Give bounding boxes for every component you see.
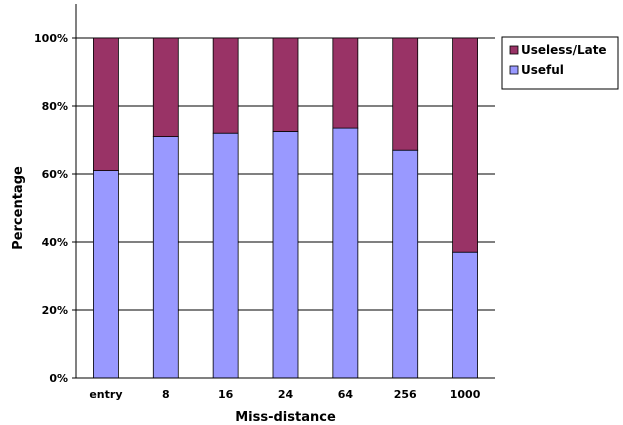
- bar-segment-useless-late: [272, 37, 299, 132]
- y-tick-label: 40%: [42, 236, 68, 249]
- x-axis-title: Miss-distance: [235, 410, 336, 425]
- bar-segment-useless-late: [212, 37, 239, 134]
- y-axis-title: Percentage: [11, 166, 26, 250]
- y-tick-label: 20%: [42, 304, 68, 317]
- y-tick-label: 80%: [42, 100, 68, 113]
- bars: [93, 37, 478, 379]
- x-tick-labels: entry 8 16 24 64 256 1000: [89, 388, 480, 401]
- legend-label: Useless/Late: [521, 43, 607, 57]
- bar-segment-useful: [452, 251, 478, 379]
- x-tick-label: entry: [89, 388, 122, 401]
- bar-segment-useless-late: [93, 37, 119, 172]
- bar-segment-useful: [93, 170, 119, 379]
- bar-segment-useful: [272, 131, 299, 379]
- y-tick-label: 100%: [34, 32, 68, 45]
- x-tick-label: 16: [218, 388, 234, 401]
- y-tick-label: 60%: [42, 168, 68, 181]
- y-tick-label: 0%: [49, 372, 68, 385]
- legend-label: Useful: [521, 63, 564, 77]
- bar-segment-useless-late: [332, 37, 359, 129]
- x-tick-label: 8: [162, 388, 170, 401]
- legend-box: [501, 36, 619, 90]
- legend-swatch: [509, 65, 519, 75]
- y-tick-labels: 0% 20% 40% 60% 80% 100%: [34, 32, 68, 385]
- bar-segment-useless-late: [452, 37, 478, 253]
- legend: Useless/Late Useful: [501, 36, 619, 90]
- bar-segment-useful: [152, 136, 179, 379]
- legend-swatch: [509, 45, 519, 55]
- x-tick-label: 24: [278, 388, 294, 401]
- x-tick-label: 256: [394, 388, 417, 401]
- x-tick-label: 1000: [450, 388, 481, 401]
- bar-segment-useless-late: [152, 37, 179, 137]
- bar-segment-useless-late: [392, 37, 419, 151]
- bar-segment-useful: [212, 132, 239, 379]
- bar-segment-useful: [332, 127, 359, 379]
- x-tick-label: 64: [338, 388, 354, 401]
- bar-segment-useful: [392, 149, 419, 379]
